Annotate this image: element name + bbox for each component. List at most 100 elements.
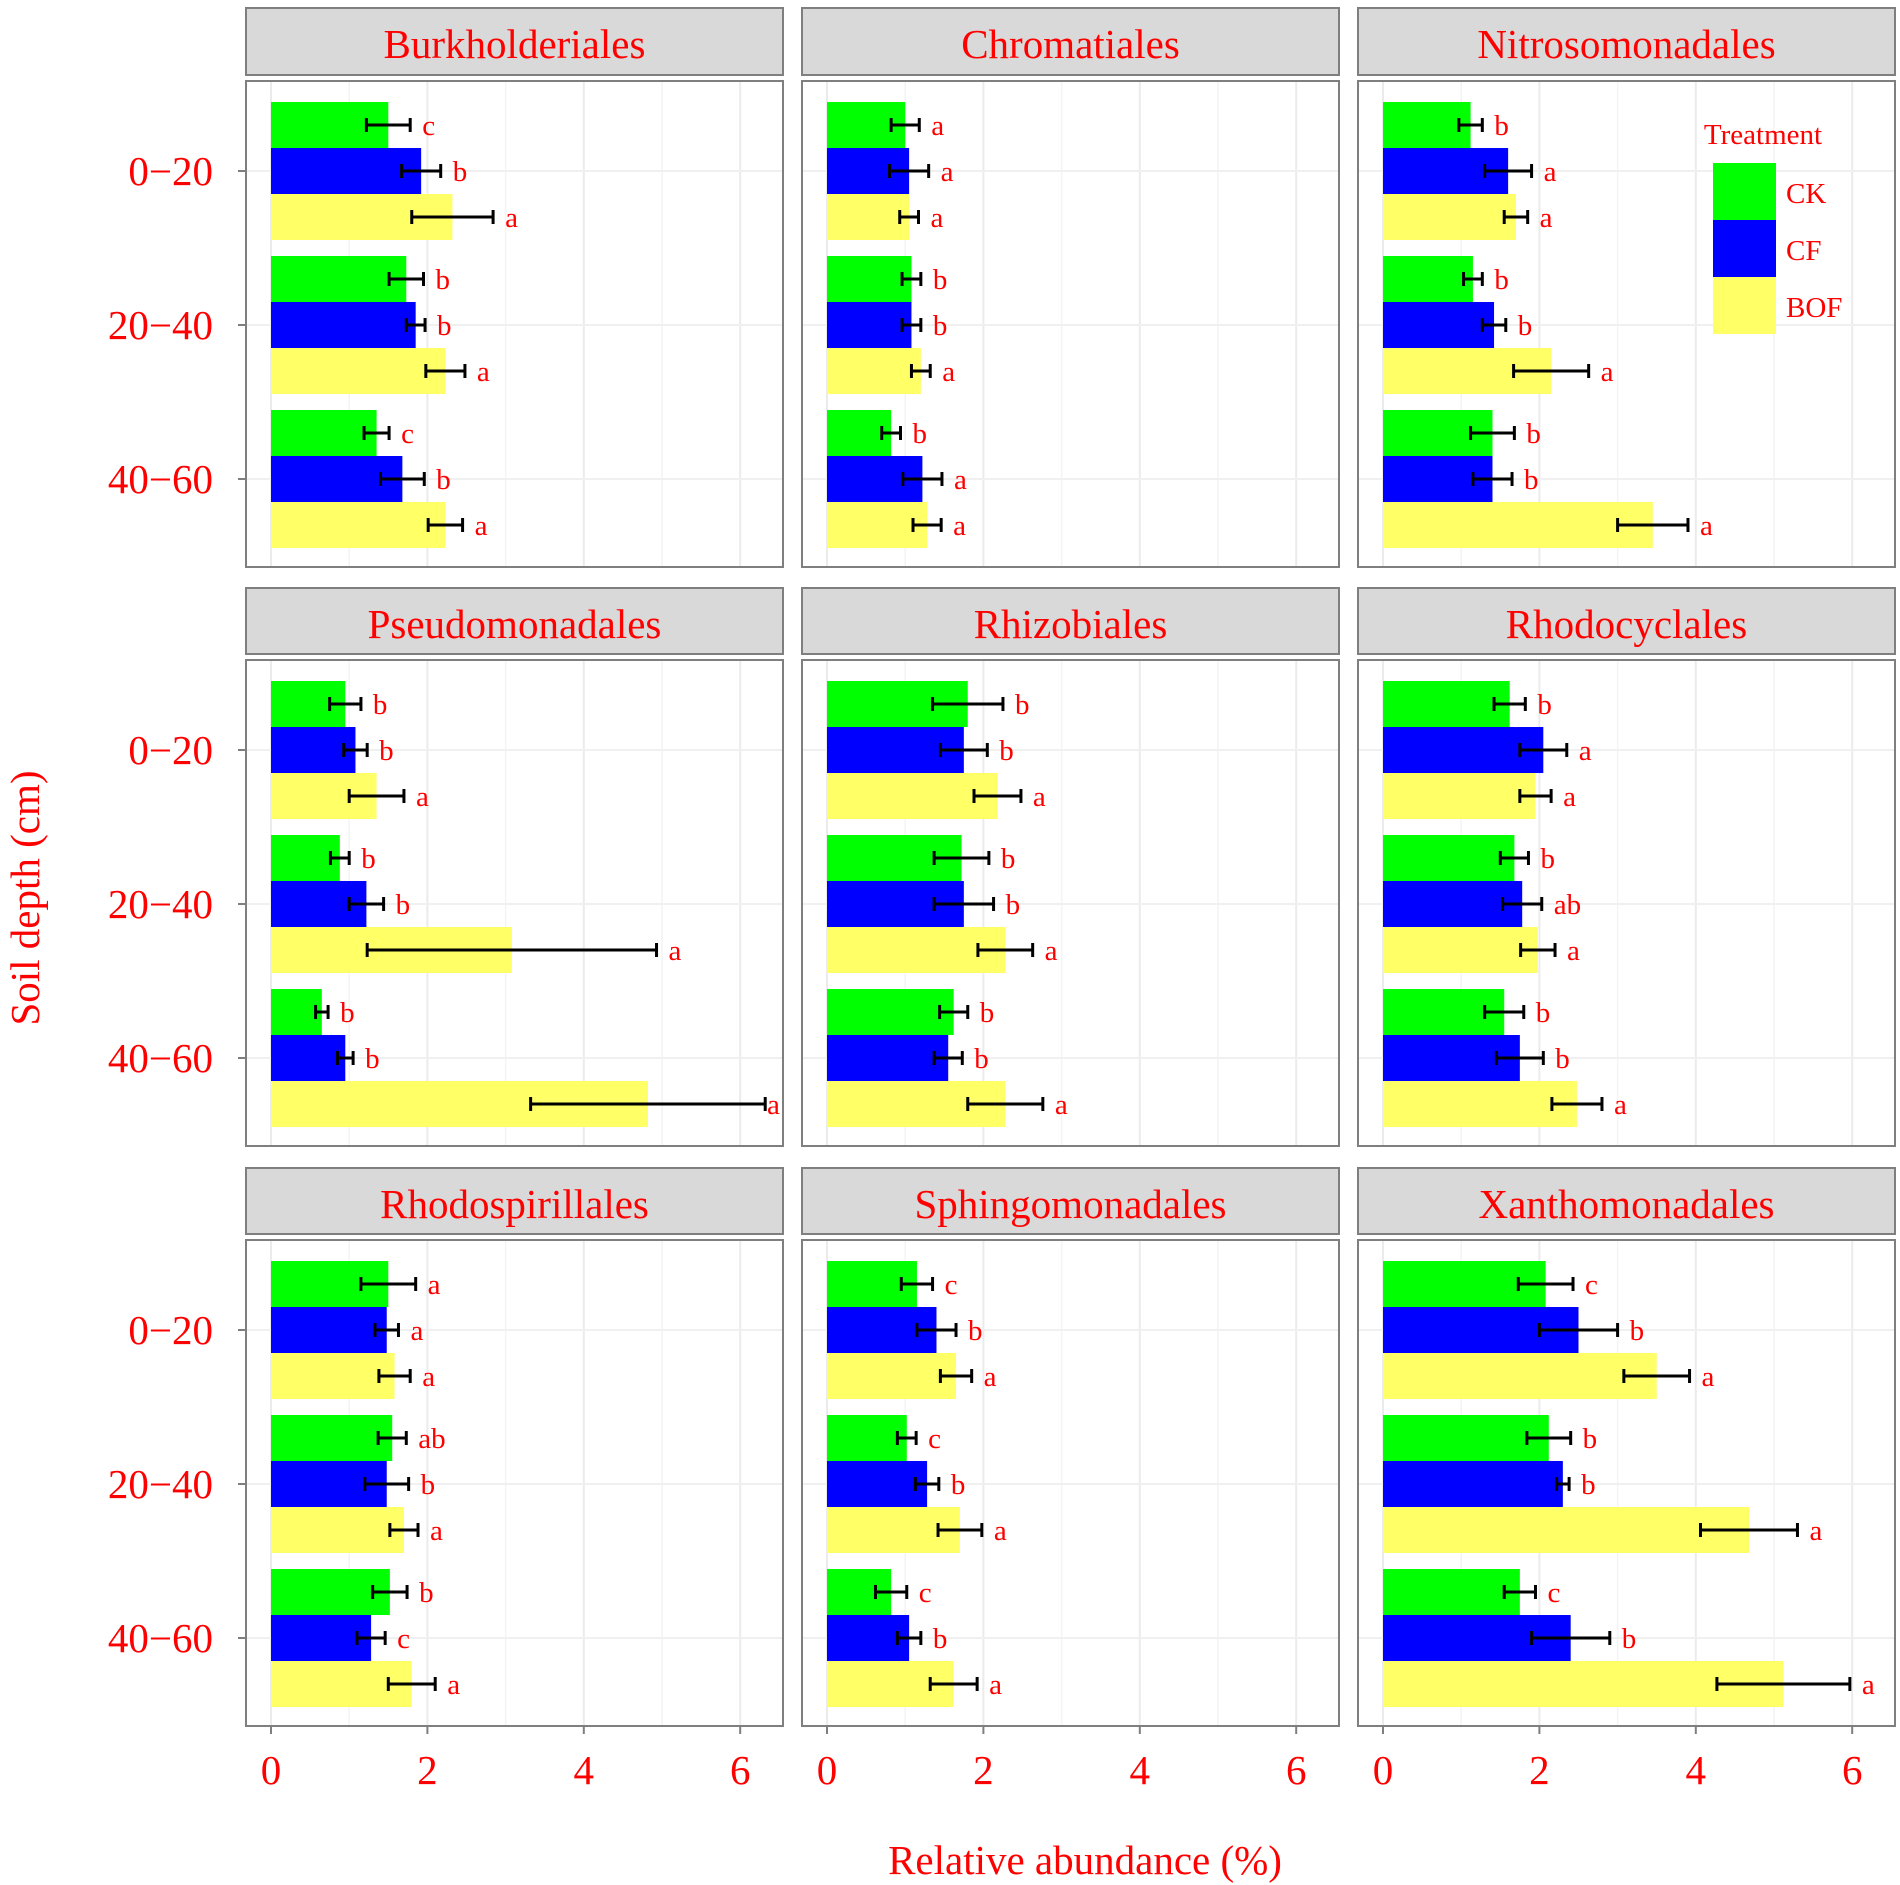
x-tick-label: 0 [817,1747,838,1793]
significance-label: c [1585,1269,1598,1301]
significance-label: a [1540,202,1553,234]
significance-label: b [933,1623,948,1655]
bar-cf [1383,727,1544,773]
significance-label: a [984,1361,997,1393]
significance-label: ab [418,1423,445,1455]
x-tick-label: 4 [1130,1747,1151,1793]
bar-ck [827,989,954,1035]
significance-label: a [505,202,518,234]
bar-bof [271,348,446,394]
x-tick-label: 6 [1286,1747,1307,1793]
y-axis-title: Soil depth (cm) [2,770,48,1025]
bar-ck [827,256,912,302]
bar-ck [271,835,340,881]
panel-strip [1357,7,1896,76]
significance-label: b [933,264,948,296]
panel-title: Rhodospirillales [380,1181,649,1227]
significance-label: b [453,156,468,188]
significance-label: b [1001,843,1016,875]
significance-label: a [1055,1089,1068,1121]
y-tick-label: 20−40 [108,881,213,927]
x-tick-label: 4 [1686,1747,1707,1793]
bar-cf [271,1035,346,1081]
significance-label: a [1862,1669,1875,1701]
significance-label: b [419,1577,434,1609]
y-axis: 0−20 20−40 40−60 0−20 20−40 40−60 0−20 20−40 40−… [108,148,246,1661]
significance-label: b [421,1469,436,1501]
significance-label: a [410,1315,423,1347]
legend-label-bof: BOF [1786,292,1842,324]
significance-label: a [1544,156,1557,188]
significance-label: b [1622,1623,1637,1655]
bar-cf [1383,1461,1563,1507]
x-tick-label: 0 [261,1747,282,1793]
bar-bof [1383,194,1516,240]
bar-ck [271,256,407,302]
panel-strip [245,1167,784,1235]
bar-ck [271,1569,390,1615]
significance-label: b [951,1469,966,1501]
significance-label: a [1045,935,1058,967]
panel-frame [801,80,1340,568]
x-tick-label: 6 [1842,1747,1863,1793]
significance-label: a [989,1669,1002,1701]
significance-label: b [340,997,355,1029]
legend-key-bof [1713,277,1776,334]
bar-bof [827,927,1006,973]
significance-label: a [1033,781,1046,813]
significance-label: b [980,997,995,1029]
panel-title: Burkholderiales [384,21,646,67]
significance-label: b [379,735,394,767]
significance-label: a [930,202,943,234]
significance-label: b [437,310,452,342]
bar-ck [1383,1415,1549,1461]
bar-bof [1383,927,1538,973]
panel-title: Sphingomonadales [914,1181,1226,1227]
significance-label: b [361,843,376,875]
bar-bof [827,502,928,548]
x-tick-label: 6 [730,1747,751,1793]
bar-ck [271,989,322,1035]
panel-title: Xanthomonadales [1478,1181,1774,1227]
significance-label: b [365,1043,380,1075]
bar-cf [827,1035,949,1081]
significance-label: a [422,1361,435,1393]
significance-label: b [1524,464,1539,496]
bar-ck [1383,102,1471,148]
y-tick-label: 20−40 [108,302,213,348]
bar-ck [1383,256,1473,302]
bar-bof [827,348,921,394]
significance-label: b [999,735,1014,767]
significance-label: a [941,156,954,188]
significance-label: a [1601,356,1614,388]
significance-label: b [1555,1043,1570,1075]
panel-strip [1357,587,1896,655]
significance-label: c [422,110,435,142]
significance-label: a [1700,510,1713,542]
legend-key-ck [1713,163,1776,220]
significance-label: a [447,1669,460,1701]
significance-label: a [994,1515,1007,1547]
significance-label: a [1702,1361,1715,1393]
significance-label: a [953,510,966,542]
bar-ck [1383,1569,1520,1615]
significance-label: a [669,935,682,967]
significance-label: b [396,889,411,921]
legend-key-cf [1713,220,1776,277]
significance-label: a [954,464,967,496]
bar-bof [1383,1353,1657,1399]
significance-label: b [1494,264,1509,296]
significance-label: c [397,1623,410,1655]
bar-ck [271,1415,393,1461]
significance-label: c [945,1269,958,1301]
bar-ck [827,1415,907,1461]
bar-cf [827,1461,928,1507]
